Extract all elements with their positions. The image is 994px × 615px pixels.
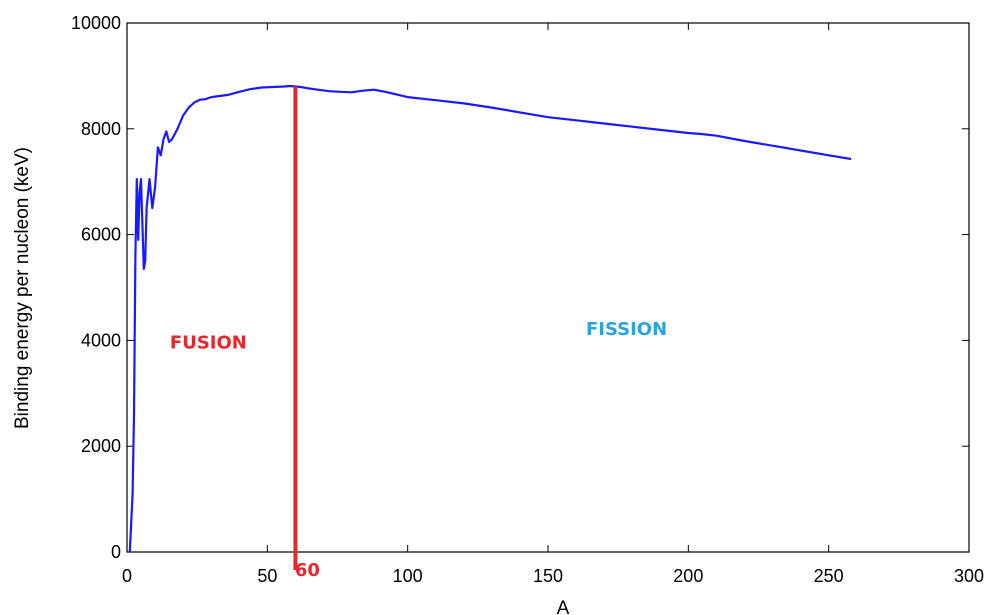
marker-layer: 60 — [293, 86, 320, 581]
plot-area — [126, 22, 970, 553]
x-axis-ticks: 0 50 100 150 200 250 300 — [122, 23, 984, 586]
y-tick-label: 0 — [111, 542, 121, 562]
y-tick-label: 4000 — [81, 330, 121, 350]
x-tick-label: 150 — [533, 566, 563, 586]
x-axis-title: A — [557, 598, 570, 615]
marker-label-60: 60 — [295, 560, 320, 581]
series-layer — [128, 84, 852, 553]
y-tick-label: 10000 — [71, 13, 121, 33]
annotation-layer: FUSION FISSION — [170, 319, 667, 353]
annotation-fusion: FUSION — [170, 332, 247, 353]
x-tick-label: 250 — [814, 566, 844, 586]
x-tick-label: 50 — [257, 566, 277, 586]
annotation-fission: FISSION — [586, 319, 667, 340]
plot-frame — [126, 22, 970, 553]
y-tick-label: 8000 — [81, 119, 121, 139]
x-tick-label: 0 — [122, 566, 132, 586]
y-axis-ticks: 0 2000 4000 6000 8000 10000 — [71, 13, 969, 562]
binding-energy-line — [128, 84, 852, 553]
y-tick-label: 2000 — [81, 436, 121, 456]
y-axis-title: Binding energy per nucleon (keV) — [12, 147, 33, 429]
x-tick-label: 200 — [673, 566, 703, 586]
y-tick-label: 6000 — [81, 225, 121, 245]
x-tick-label: 100 — [393, 566, 423, 586]
x-tick-label: 300 — [954, 566, 984, 586]
